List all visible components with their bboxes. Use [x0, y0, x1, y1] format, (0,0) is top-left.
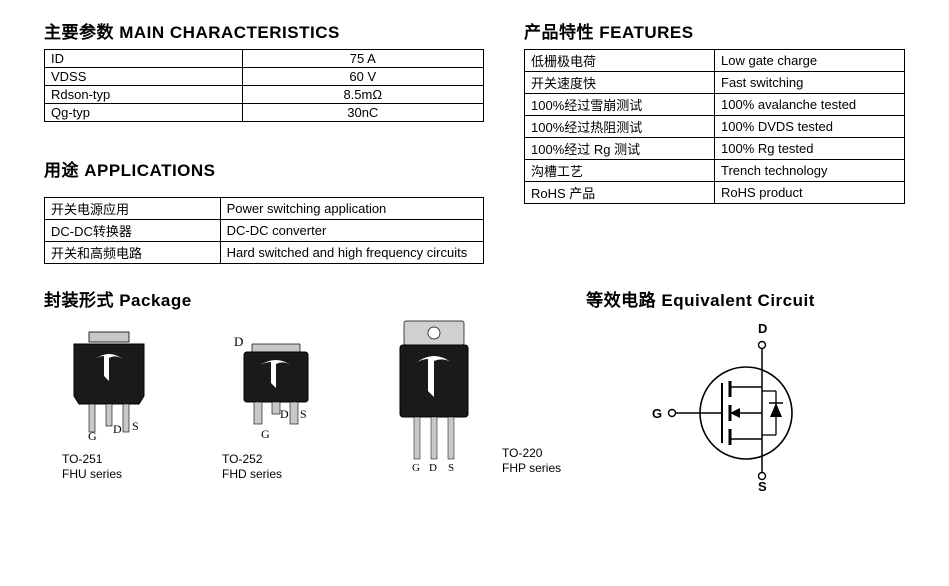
feat-zh-cell: 100%经过 Rg 测试 — [525, 138, 715, 160]
top-section: 主要参数 MAIN CHARACTERISTICS ID75 A VDSS60 … — [44, 18, 905, 264]
value-cell: 75 A — [242, 50, 483, 68]
value-cell: 8.5mΩ — [242, 86, 483, 104]
pin-s-label: S — [300, 407, 307, 421]
table-row: 100%经过热阻测试100% DVDS tested — [525, 116, 905, 138]
applications-heading: 用途 APPLICATIONS — [44, 156, 484, 181]
app-en-cell: Hard switched and high frequency circuit… — [220, 242, 483, 264]
pin-d-label: D — [234, 334, 243, 349]
pkg-name: TO-220 — [502, 446, 561, 462]
feat-en-cell: Low gate charge — [715, 50, 905, 72]
table-row: Qg-typ30nC — [45, 104, 484, 122]
feat-zh-cell: RoHS 产品 — [525, 182, 715, 204]
package-to220: G D S TO-220 FHP series — [374, 317, 561, 483]
app-en-cell: DC-DC converter — [220, 220, 483, 242]
feat-zh-cell: 低栅极电荷 — [525, 50, 715, 72]
pin-g-label: G — [261, 427, 270, 441]
table-row: 100%经过 Rg 测试100% Rg tested — [525, 138, 905, 160]
table-row: 开关速度快Fast switching — [525, 72, 905, 94]
feat-en-cell: Trench technology — [715, 160, 905, 182]
main-char-heading: 主要参数 MAIN CHARACTERISTICS — [44, 18, 484, 43]
app-en-cell: Power switching application — [220, 198, 483, 220]
feat-zh-cell: 100%经过热阻测试 — [525, 116, 715, 138]
to251-icon: G D S — [44, 326, 184, 446]
applications-table: 开关电源应用Power switching application DC-DC转… — [44, 197, 484, 264]
feat-zh-cell: 100%经过雪崩测试 — [525, 94, 715, 116]
bottom-section: 封装形式 Package G D S — [44, 286, 905, 494]
pin-d-label: D — [280, 407, 289, 421]
package-to252: D D S G TO-252 FHD series — [204, 326, 354, 483]
features-block: 产品特性 FEATURES 低栅极电荷Low gate charge 开关速度快… — [524, 18, 905, 204]
app-zh-cell: DC-DC转换器 — [45, 220, 221, 242]
circuit-heading: 等效电路 Equivalent Circuit — [586, 286, 905, 311]
pin-d-label: D — [113, 422, 122, 436]
table-row: VDSS60 V — [45, 68, 484, 86]
param-cell: VDSS — [45, 68, 243, 86]
feat-en-cell: RoHS product — [715, 182, 905, 204]
pkg-series: FHU series — [62, 467, 122, 483]
app-zh-cell: 开关和高频电路 — [45, 242, 221, 264]
package-block: 封装形式 Package G D S — [44, 286, 561, 494]
pkg-series: FHP series — [502, 461, 561, 477]
feat-zh-cell: 沟槽工艺 — [525, 160, 715, 182]
pin-g-label: G — [412, 462, 420, 474]
pin-s-label: S — [758, 479, 767, 491]
pin-d-label: D — [429, 462, 437, 474]
main-char-table: ID75 A VDSS60 V Rdson-typ8.5mΩ Qg-typ30n… — [44, 49, 484, 122]
features-table: 低栅极电荷Low gate charge 开关速度快Fast switching… — [524, 49, 905, 204]
main-characteristics-block: 主要参数 MAIN CHARACTERISTICS ID75 A VDSS60 … — [44, 18, 484, 264]
value-cell: 60 V — [242, 68, 483, 86]
feat-en-cell: Fast switching — [715, 72, 905, 94]
pin-g-label: G — [652, 406, 662, 421]
feat-zh-cell: 开关速度快 — [525, 72, 715, 94]
pin-s-label: S — [448, 462, 454, 474]
value-cell: 30nC — [242, 104, 483, 122]
package-to251: G D S TO-251 FHU series — [44, 326, 184, 483]
table-row: 沟槽工艺Trench technology — [525, 160, 905, 182]
equivalent-circuit-block: 等效电路 Equivalent Circuit D — [586, 286, 905, 494]
mosfet-equivalent-circuit-icon: D — [646, 321, 826, 491]
pin-g-label: G — [88, 429, 97, 443]
table-row: DC-DC转换器DC-DC converter — [45, 220, 484, 242]
features-heading: 产品特性 FEATURES — [524, 18, 905, 43]
pin-s-label: S — [132, 419, 139, 433]
table-row: RoHS 产品RoHS product — [525, 182, 905, 204]
pin-d-label: D — [758, 321, 767, 336]
feat-en-cell: 100% Rg tested — [715, 138, 905, 160]
pkg-name: TO-252 — [222, 452, 282, 468]
to252-icon: D D S G — [204, 326, 354, 446]
to220-icon: G D S — [374, 317, 494, 477]
package-heading: 封装形式 Package — [44, 286, 561, 311]
table-row: 低栅极电荷Low gate charge — [525, 50, 905, 72]
param-cell: Qg-typ — [45, 104, 243, 122]
table-row: 开关和高频电路Hard switched and high frequency … — [45, 242, 484, 264]
table-row: Rdson-typ8.5mΩ — [45, 86, 484, 104]
table-row: 开关电源应用Power switching application — [45, 198, 484, 220]
table-row: 100%经过雪崩测试100% avalanche tested — [525, 94, 905, 116]
param-cell: Rdson-typ — [45, 86, 243, 104]
app-zh-cell: 开关电源应用 — [45, 198, 221, 220]
param-cell: ID — [45, 50, 243, 68]
feat-en-cell: 100% avalanche tested — [715, 94, 905, 116]
pkg-series: FHD series — [222, 467, 282, 483]
pkg-name: TO-251 — [62, 452, 122, 468]
feat-en-cell: 100% DVDS tested — [715, 116, 905, 138]
table-row: ID75 A — [45, 50, 484, 68]
